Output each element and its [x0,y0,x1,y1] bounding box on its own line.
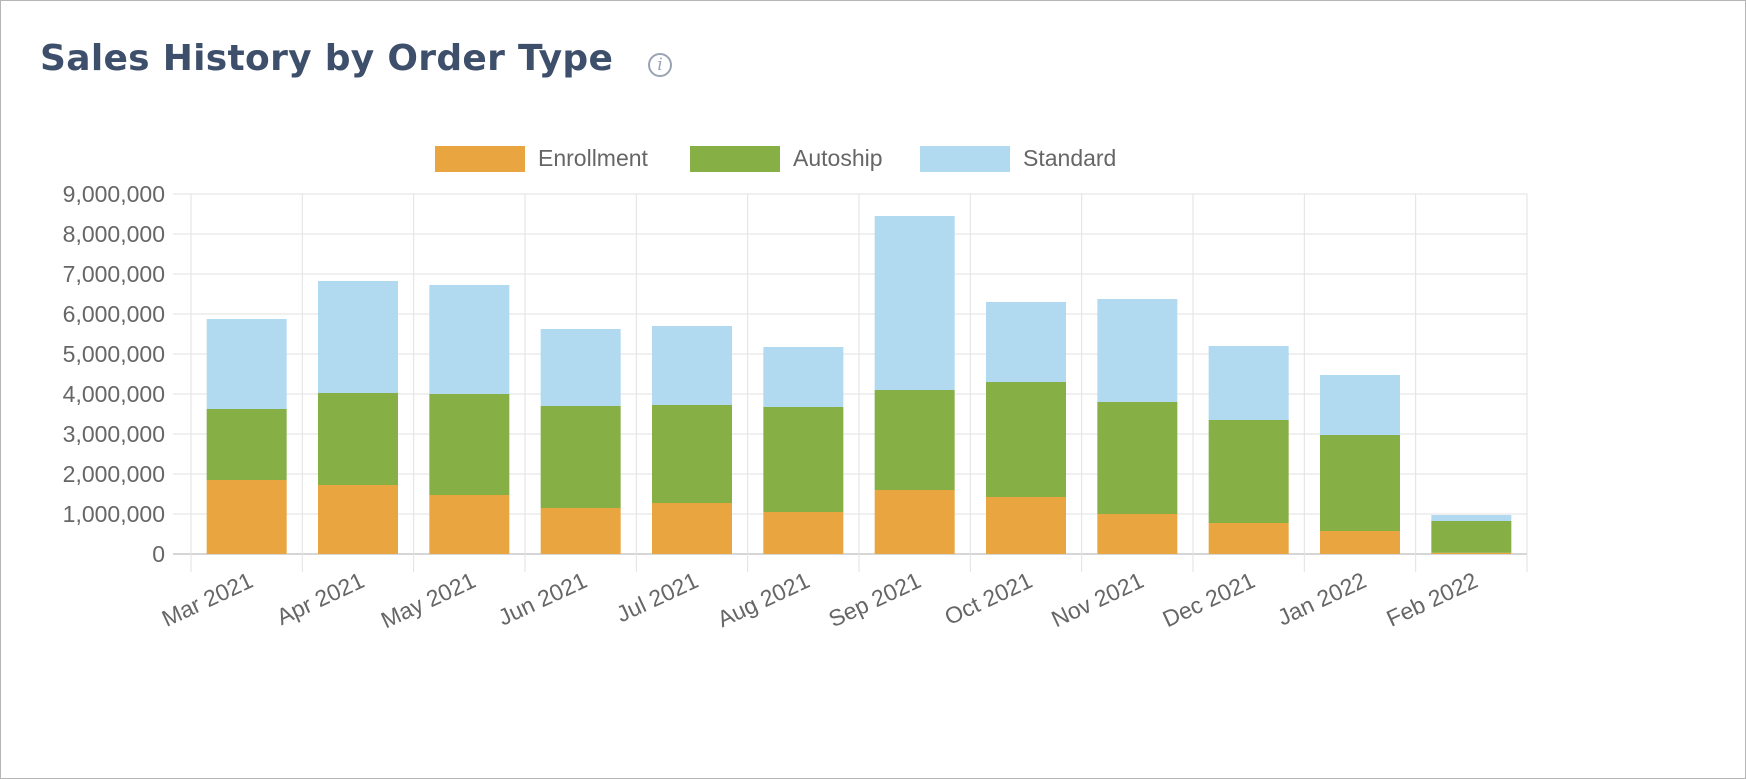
bar-enrollment-9 [1208,523,1289,554]
legend-swatch-standard [920,146,1010,172]
x-tick-label: May 2021 [377,567,480,633]
info-icon[interactable]: i [648,53,672,77]
bar-autoship-5 [763,407,844,512]
bar-standard-1 [318,281,398,393]
bar-autoship-3 [540,406,621,508]
bar-enrollment-6 [874,490,955,554]
bar-standard-11 [1431,515,1512,521]
y-tick-label: 3,000,000 [63,421,165,447]
bar-enrollment-2 [429,495,510,554]
y-tick-label: 4,000,000 [63,381,165,407]
legend-label-enrollment: Enrollment [538,145,649,171]
legend-label-autoship: Autoship [793,145,883,171]
bar-standard-3 [540,329,621,406]
bar-autoship-10 [1320,435,1400,531]
y-tick-label: 6,000,000 [63,301,165,327]
bar-standard-6 [874,216,955,390]
bar-enrollment-0 [206,480,287,554]
x-tick-label: Jun 2021 [494,567,591,631]
bar-enrollment-5 [763,512,844,554]
y-tick-label: 8,000,000 [63,221,165,247]
bar-enrollment-10 [1320,531,1400,554]
bar-enrollment-11 [1431,552,1512,554]
bar-enrollment-8 [1097,514,1178,554]
bar-enrollment-1 [318,485,398,554]
bar-standard-5 [763,347,844,407]
y-tick-label: 2,000,000 [63,461,165,487]
bar-standard-9 [1208,346,1289,420]
x-tick-label: Oct 2021 [941,567,1037,630]
bar-standard-2 [429,285,510,394]
page-title: Sales History by Order Type [40,38,614,79]
x-tick-label: Sep 2021 [825,567,925,632]
bar-enrollment-7 [986,497,1066,554]
bar-autoship-7 [986,382,1066,497]
bar-autoship-8 [1097,402,1178,514]
x-tick-label: Mar 2021 [158,567,257,632]
bar-standard-4 [652,326,732,405]
x-tick-label: Aug 2021 [713,567,813,632]
bar-enrollment-4 [652,503,732,554]
x-tick-label: Apr 2021 [273,567,369,630]
x-tick-label: Nov 2021 [1047,567,1147,632]
bar-standard-10 [1320,375,1400,435]
x-tick-label: Jan 2022 [1273,567,1370,631]
legend-label-standard: Standard [1023,145,1116,171]
bar-enrollment-3 [540,508,621,554]
bar-autoship-4 [652,405,732,503]
y-tick-label: 1,000,000 [63,501,165,527]
y-tick-label: 5,000,000 [63,341,165,367]
bar-standard-8 [1097,299,1178,402]
legend-swatch-enrollment [435,146,525,172]
legend-swatch-autoship [690,146,780,172]
x-tick-label: Dec 2021 [1159,567,1259,632]
bar-autoship-11 [1431,521,1512,553]
bar-autoship-1 [318,393,398,485]
y-tick-label: 9,000,000 [63,181,165,207]
bar-autoship-6 [874,390,955,490]
x-tick-label: Jul 2021 [612,567,702,627]
bar-autoship-9 [1208,420,1289,523]
bar-autoship-0 [206,409,287,480]
bar-autoship-2 [429,394,510,495]
x-tick-label: Feb 2022 [1382,567,1481,632]
y-tick-label: 7,000,000 [63,261,165,287]
y-tick-label: 0 [152,541,165,567]
bar-standard-7 [986,302,1066,382]
bar-standard-0 [206,319,287,409]
